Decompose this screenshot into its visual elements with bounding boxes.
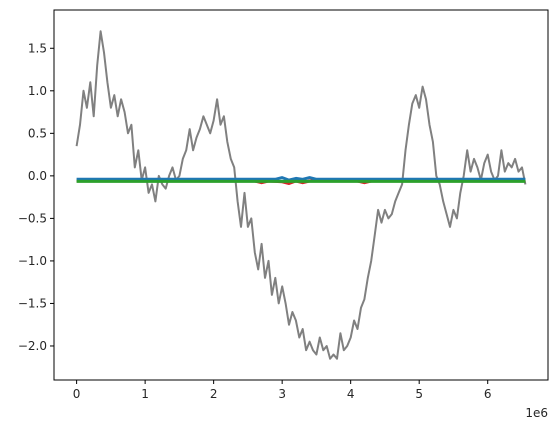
y-tick-label: −1.5 (18, 296, 47, 310)
y-tick-label: −1.0 (18, 254, 47, 268)
y-tick-label: 0.5 (28, 126, 47, 140)
y-tick-label: 0.0 (28, 169, 47, 183)
series-line-2 (76, 176, 526, 182)
series-layer (75, 30, 527, 360)
y-tick-label: 1.5 (28, 41, 47, 55)
x-tick-label: 5 (415, 387, 423, 401)
x-tick-label: 1 (141, 387, 149, 401)
y-tick-label: −2.0 (18, 339, 47, 353)
y-tick-label: 1.0 (28, 84, 47, 98)
x-tick-label: 6 (484, 387, 492, 401)
series-line-0 (75, 30, 527, 360)
plot-area (54, 10, 548, 380)
x-tick-label: 4 (347, 387, 355, 401)
x-axis: 0 1 2 3 4 5 6 (73, 380, 492, 401)
y-tick-label: −0.5 (18, 211, 47, 225)
x-tick-label: 3 (278, 387, 286, 401)
x-tick-label: 2 (210, 387, 218, 401)
plot-frame (53, 9, 549, 381)
x-tick-label: 0 (73, 387, 81, 401)
y-axis: 1.5 1.0 0.5 0.0 −0.5 −1.0 −1.5 −2.0 (18, 41, 54, 353)
x-axis-offset-label: 1e6 (525, 406, 548, 420)
